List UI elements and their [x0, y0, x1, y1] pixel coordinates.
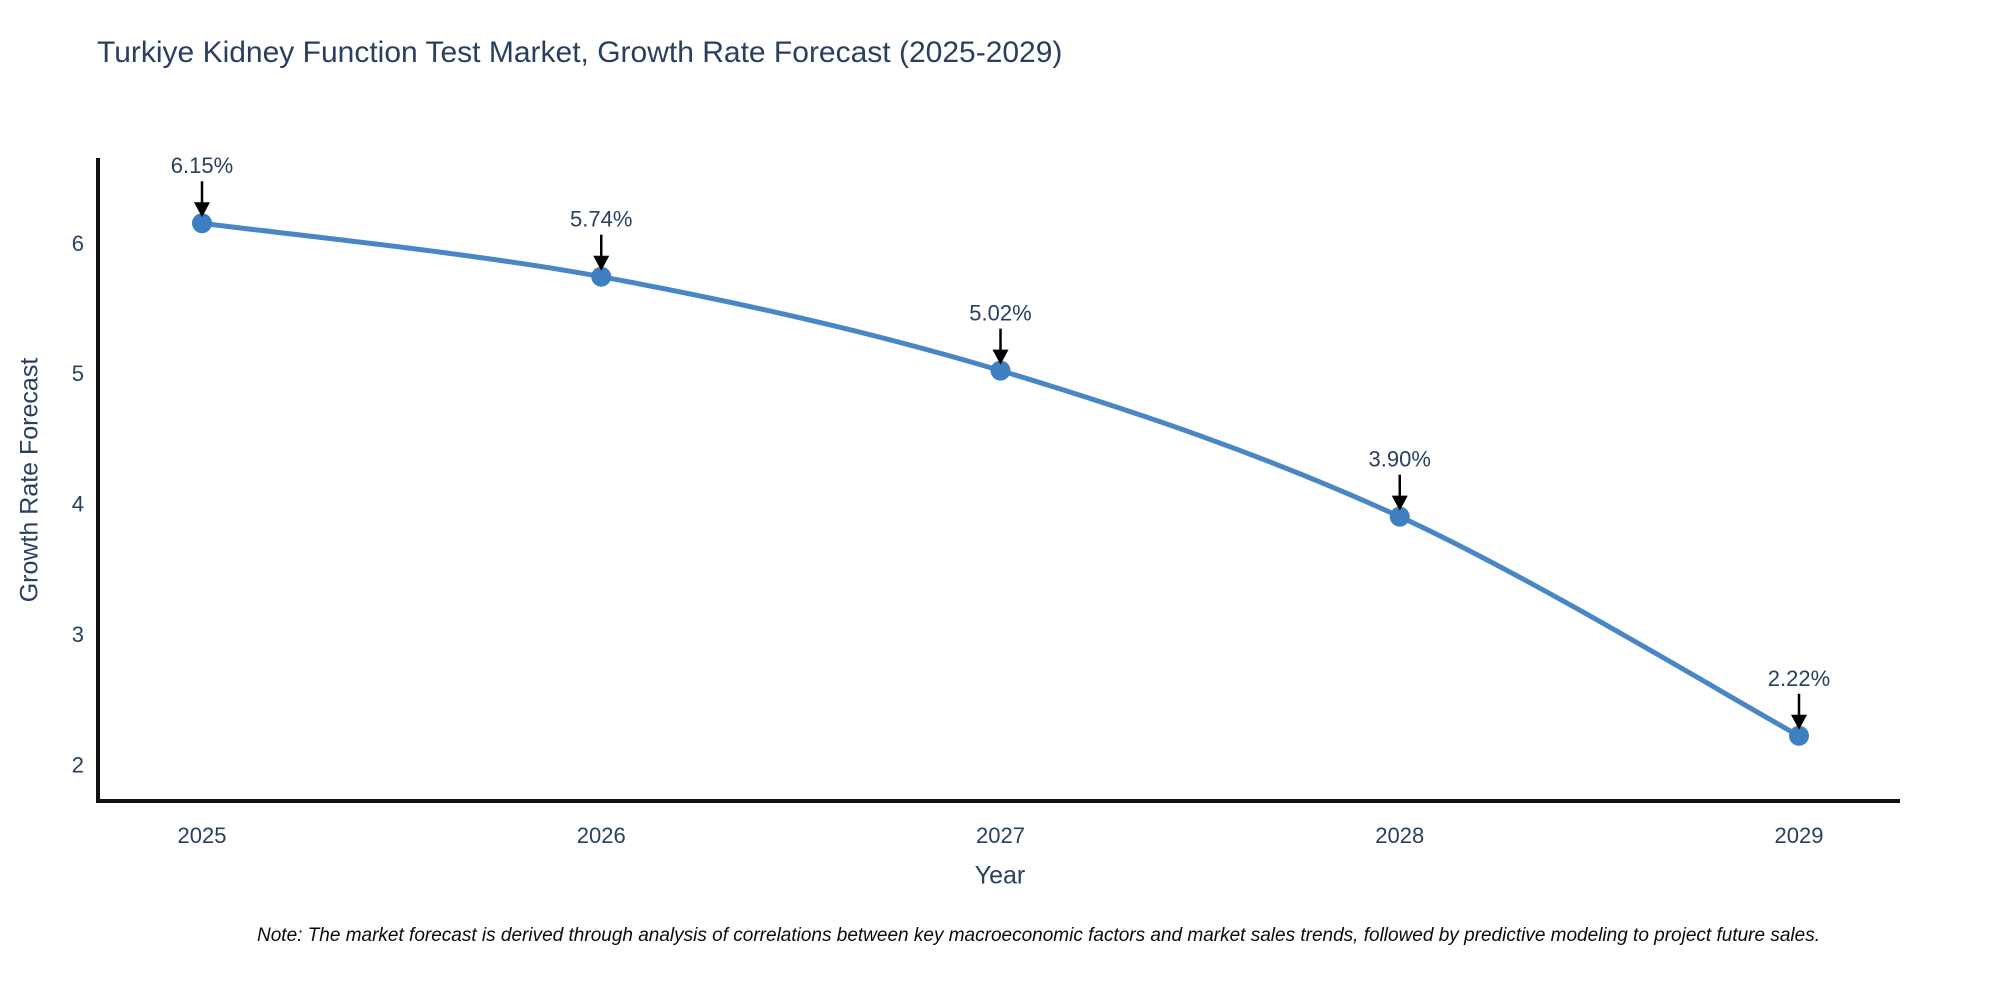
x-axis-title: Year	[974, 861, 1026, 890]
data-point-label: 2.22%	[1768, 666, 1830, 691]
data-point-marker	[1389, 506, 1410, 527]
y-tick-label: 3	[72, 622, 84, 647]
data-point-marker	[990, 360, 1011, 381]
footnote: Note: The market forecast is derived thr…	[257, 925, 1820, 946]
annotation-arrow-head	[194, 202, 210, 218]
data-point-label: 3.90%	[1369, 447, 1431, 472]
y-tick-label: 4	[72, 492, 84, 517]
annotation-arrow-head	[992, 349, 1009, 365]
data-point-label: 6.15%	[171, 153, 233, 178]
data-point-marker	[192, 213, 212, 234]
x-tick-label: 2025	[178, 823, 227, 848]
y-tick-label: 6	[72, 231, 84, 256]
annotation-arrow-head	[1791, 714, 1807, 730]
data-point-marker	[591, 266, 612, 287]
x-tick-label: 2027	[976, 823, 1025, 848]
y-tick-label: 5	[72, 361, 84, 386]
data-point-label: 5.74%	[570, 207, 632, 232]
annotation-arrow-head	[593, 255, 610, 271]
annotation-arrow-head	[1391, 495, 1408, 511]
chart-title: Turkiye Kidney Function Test Market, Gro…	[97, 36, 1063, 69]
data-point-label: 5.02%	[969, 301, 1031, 326]
x-tick-label: 2028	[1375, 823, 1424, 848]
y-tick-label: 2	[72, 752, 84, 777]
data-point-marker	[1789, 725, 1809, 746]
x-tick-label: 2026	[577, 823, 626, 848]
x-tick-label: 2029	[1775, 823, 1824, 848]
